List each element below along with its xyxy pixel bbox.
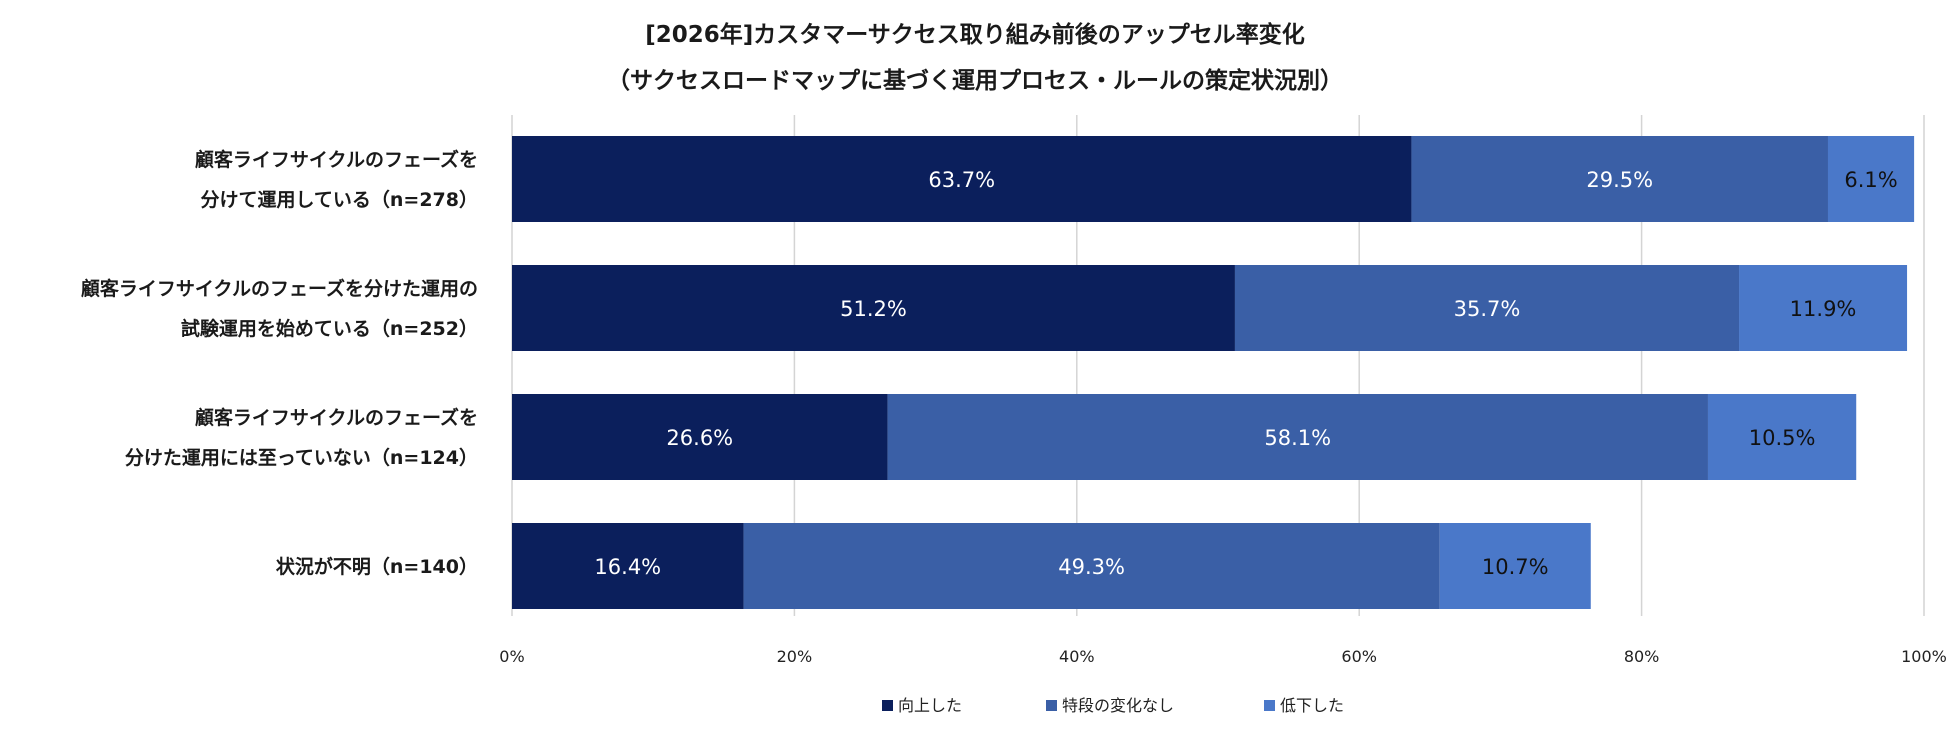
x-tick-label: 20% (777, 647, 813, 666)
category-label: 分けた運用には至っていない（n=124） (125, 446, 478, 469)
legend-swatch (1046, 700, 1057, 711)
bar-segment (512, 136, 1412, 222)
category-label: 試験運用を始めている（n=252） (181, 317, 478, 340)
bar-segment (1439, 523, 1591, 609)
x-tick-label: 80% (1624, 647, 1660, 666)
data-label: 51.2% (840, 297, 907, 321)
x-tick-label: 60% (1341, 647, 1377, 666)
data-label: 6.1% (1844, 168, 1897, 192)
data-label: 11.9% (1790, 297, 1857, 321)
chart-title: [2026年]カスタマーサクセス取り組み前後のアップセル率変化 (645, 21, 1305, 48)
data-label: 58.1% (1264, 426, 1331, 450)
category-label: 状況が不明（n=140） (276, 555, 478, 578)
bar-segment (1234, 265, 1740, 351)
bar-segment (743, 523, 1440, 609)
x-tick-label: 40% (1059, 647, 1095, 666)
bar-segment (1411, 136, 1828, 222)
legend-swatch (882, 700, 893, 711)
data-label: 16.4% (594, 555, 661, 579)
legend-label: 向上した (898, 696, 962, 715)
bar-segment (887, 394, 1708, 480)
category-label: 顧客ライフサイクルのフェーズを (195, 406, 478, 429)
category-label: 顧客ライフサイクルのフェーズを (195, 148, 478, 171)
legend: 向上した 特段の変化なし 低下した (882, 696, 1344, 715)
category-label: 顧客ライフサイクルのフェーズを分けた運用の (81, 277, 478, 300)
data-label: 29.5% (1586, 168, 1653, 192)
bar-segment (512, 265, 1235, 351)
data-label: 49.3% (1058, 555, 1125, 579)
data-label: 63.7% (928, 168, 995, 192)
x-tick-label: 0% (499, 647, 524, 666)
legend-label: 低下した (1280, 696, 1344, 715)
chart-subtitle: （サクセスロードマップに基づく運用プロセス・ルールの策定状況別） (607, 67, 1343, 94)
bar-segment (1739, 265, 1908, 351)
bar-segment (512, 394, 888, 480)
data-label: 26.6% (666, 426, 733, 450)
data-label: 10.7% (1482, 555, 1549, 579)
bar-segment (1827, 136, 1915, 222)
x-tick-label: 100% (1901, 647, 1947, 666)
bars: 63.7% 29.5% 6.1% 51.2% 35.7% 11.9% 26.6% 58.1% 1… (512, 136, 1915, 609)
x-axis-ticks: 0% 20% 40% 60% 80% 100% (499, 647, 1947, 666)
category-label: 分けて運用している（n=278） (200, 188, 478, 211)
bar-segment (512, 523, 744, 609)
legend-label: 特段の変化なし (1062, 696, 1174, 715)
data-label: 10.5% (1749, 426, 1816, 450)
data-label: 35.7% (1454, 297, 1521, 321)
bar-segment (1707, 394, 1857, 480)
legend-swatch (1264, 700, 1275, 711)
